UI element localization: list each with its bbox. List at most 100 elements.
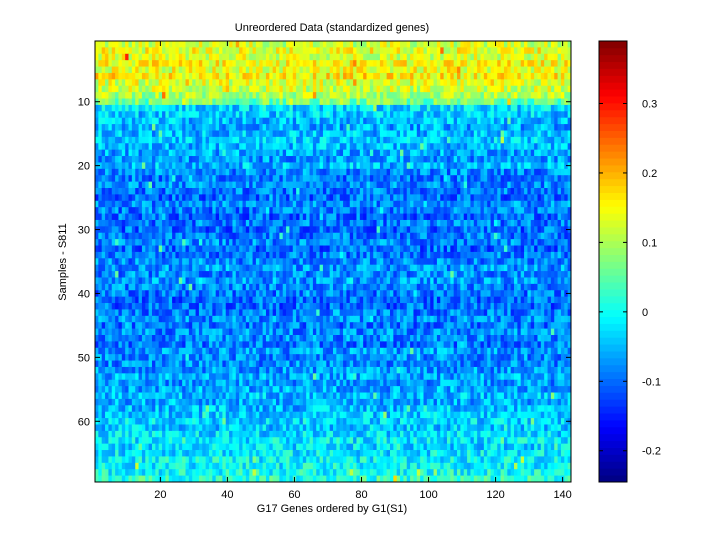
heatmap-cell	[400, 111, 404, 119]
heatmap-cell	[503, 136, 508, 144]
heatmap-cell	[547, 188, 552, 195]
heatmap-cell	[225, 251, 230, 259]
heatmap-cell	[473, 232, 478, 240]
heatmap-cell	[423, 226, 428, 234]
heatmap-cell	[386, 124, 391, 131]
heatmap-cell	[95, 175, 99, 183]
heatmap-cell	[477, 41, 481, 48]
heatmap-cell	[564, 213, 569, 221]
heatmap-cell	[503, 162, 508, 170]
heatmap-cell	[430, 60, 434, 67]
heatmap-cell	[192, 200, 196, 208]
heatmap-cell	[376, 41, 381, 48]
heatmap-cell	[148, 207, 153, 214]
heatmap-cell	[95, 207, 99, 214]
heatmap-cell	[208, 85, 213, 93]
heatmap-cell	[540, 111, 545, 119]
heatmap-cell	[503, 149, 508, 157]
heatmap-cell	[198, 213, 203, 221]
heatmap-cell	[229, 53, 233, 61]
heatmap-cell	[329, 188, 334, 195]
heatmap-cell	[530, 85, 535, 93]
heatmap-cell	[262, 245, 267, 253]
heatmap-cell	[540, 258, 545, 266]
heatmap-cell	[410, 226, 414, 234]
heatmap-cell	[359, 130, 364, 138]
heatmap-cell	[537, 258, 542, 266]
heatmap-cell	[316, 188, 320, 195]
heatmap-cell	[527, 53, 532, 61]
heatmap-cell	[192, 130, 196, 138]
heatmap-cell	[172, 111, 176, 119]
heatmap-cell	[457, 136, 461, 144]
heatmap-cell	[477, 79, 481, 87]
heatmap-cell	[420, 188, 424, 195]
heatmap-cell	[208, 53, 213, 61]
heatmap-cell	[252, 239, 257, 246]
heatmap-cell	[366, 85, 371, 93]
heatmap-cell	[195, 168, 200, 176]
heatmap-cell	[524, 136, 528, 144]
heatmap-cell	[111, 168, 116, 176]
heatmap-cell	[175, 239, 180, 246]
heatmap-cell	[165, 85, 170, 93]
heatmap-cell	[379, 41, 384, 48]
heatmap-cell	[336, 92, 341, 99]
heatmap-cell	[255, 47, 260, 55]
heatmap-cell	[457, 181, 461, 189]
heatmap-cell	[138, 251, 143, 259]
heatmap-cell	[376, 79, 381, 87]
heatmap-cell	[396, 111, 401, 119]
heatmap-cell	[105, 239, 109, 246]
heatmap-cell	[312, 226, 317, 234]
heatmap-cell	[292, 104, 297, 112]
heatmap-cell	[178, 117, 183, 125]
heatmap-cell	[369, 111, 374, 119]
heatmap-cell	[202, 47, 207, 55]
heatmap-cell	[463, 175, 468, 183]
heatmap-cell	[292, 111, 297, 119]
heatmap-cell	[359, 156, 364, 163]
heatmap-cell	[111, 85, 116, 93]
heatmap-cell	[389, 258, 394, 266]
heatmap-cell	[450, 207, 455, 214]
heatmap-cell	[426, 219, 431, 227]
heatmap-cell	[413, 188, 418, 195]
heatmap-cell	[225, 117, 230, 125]
heatmap-cell	[269, 207, 274, 214]
heatmap-cell	[148, 232, 153, 240]
heatmap-cell	[148, 41, 153, 48]
heatmap-cell	[560, 85, 565, 93]
heatmap-cell	[366, 181, 371, 189]
heatmap-cell	[188, 124, 193, 131]
heatmap-cell	[265, 258, 270, 266]
heatmap-cell	[560, 188, 565, 195]
heatmap-cell	[272, 181, 277, 189]
heatmap-cell	[490, 117, 495, 125]
heatmap-cell	[430, 207, 434, 214]
heatmap-cell	[400, 72, 404, 80]
heatmap-cell	[510, 41, 515, 48]
heatmap-cell	[115, 181, 119, 189]
heatmap-cell	[312, 98, 317, 106]
heatmap-cell	[550, 124, 555, 131]
heatmap-cell	[108, 41, 113, 48]
heatmap-cell	[306, 239, 310, 246]
heatmap-cell	[239, 258, 243, 266]
heatmap-cell	[483, 92, 488, 99]
heatmap-cell	[480, 66, 485, 74]
heatmap-cell	[299, 226, 304, 234]
heatmap-cell	[527, 258, 532, 266]
heatmap-cell	[503, 53, 508, 61]
heatmap-cell	[151, 60, 156, 67]
heatmap-cell	[205, 124, 210, 131]
heatmap-cell	[326, 168, 331, 176]
heatmap-cell	[560, 130, 565, 138]
heatmap-cell	[322, 207, 327, 214]
heatmap-cell	[98, 162, 103, 170]
heatmap-cell	[540, 79, 545, 87]
heatmap-cell	[208, 194, 213, 202]
heatmap-cell	[265, 181, 270, 189]
heatmap-cell	[262, 66, 267, 74]
heatmap-cell	[537, 85, 542, 93]
